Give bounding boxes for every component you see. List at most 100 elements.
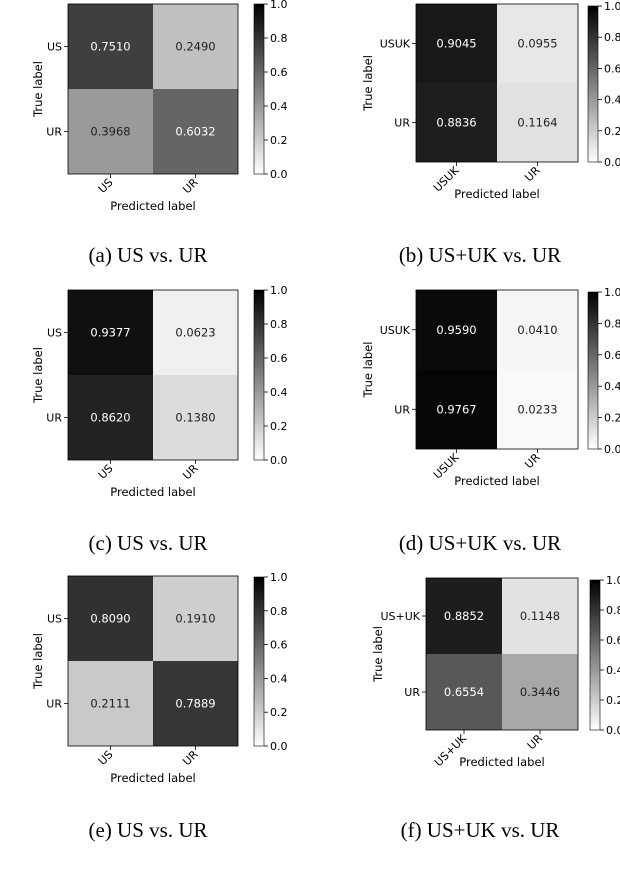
colorbar-tick-label: 1.0: [270, 571, 288, 584]
cell-value-label: 0.1910: [175, 612, 215, 626]
heatmap-cell: [68, 290, 153, 375]
colorbar-tick-label: 0.8: [606, 604, 620, 617]
colorbar-tick-label: 0.8: [270, 605, 288, 618]
cell-value-label: 0.8090: [90, 612, 130, 626]
heatmap-cell: [497, 369, 578, 449]
heatmap-cell: [416, 369, 497, 449]
y-tick-label: USUK: [380, 324, 411, 337]
y-tick-label: UR: [46, 412, 62, 425]
cell-value-label: 0.9590: [436, 323, 476, 337]
heatmap-cell: [426, 578, 502, 654]
cell-value-label: 0.2490: [175, 40, 215, 54]
colorbar-tick-label: 1.0: [270, 284, 288, 297]
cell-value-label: 0.1148: [520, 609, 560, 623]
colorbar-tick-label: 0.0: [606, 724, 620, 737]
cell-value-label: 0.3968: [90, 125, 130, 139]
y-tick-label: UR: [46, 126, 62, 139]
heatmap-cell: [153, 4, 238, 89]
heatmap-cell: [68, 661, 153, 746]
subfigure-caption: (e) US vs. UR: [89, 818, 208, 842]
subfigure-caption: (b) US+UK vs. UR: [399, 243, 561, 267]
colorbar-tick-label: 0.6: [270, 639, 288, 652]
colorbar: [253, 3, 265, 175]
colorbar-tick-label: 1.0: [606, 574, 620, 587]
cell-value-label: 0.8620: [90, 411, 130, 425]
cell-value-label: 0.9767: [436, 402, 476, 416]
cell-value-label: 0.0955: [517, 37, 557, 51]
subfigure-caption: (d) US+UK vs. UR: [399, 531, 561, 555]
heatmap-cell: [497, 4, 578, 83]
heatmap-cell: [153, 576, 238, 661]
colorbar-tick-label: 0.8: [270, 32, 288, 45]
x-tick-label: UR: [522, 451, 543, 472]
x-tick-label: UR: [525, 732, 546, 753]
heatmap-cell: [426, 654, 502, 730]
x-tick-label: UR: [180, 748, 201, 769]
cell-value-label: 0.0623: [175, 326, 215, 340]
heatmap-cell: [68, 4, 153, 89]
colorbar-tick-label: 1.0: [270, 0, 288, 11]
cell-value-label: 0.7889: [175, 697, 215, 711]
colorbar-tick-label: 0.0: [270, 740, 288, 753]
colorbar-tick-label: 0.2: [604, 125, 620, 138]
colorbar-tick-label: 0.2: [270, 420, 288, 433]
x-tick-label: UR: [180, 176, 201, 197]
x-axis-label: Predicted label: [110, 485, 195, 499]
cell-value-label: 0.7510: [90, 40, 130, 54]
heatmap-cell: [153, 89, 238, 174]
confusion-matrix-panel: 0.9377 0.0623 0.8620 0.1380 US UR US UR Predicte…: [31, 284, 288, 555]
heatmap-cell: [416, 290, 497, 370]
matrix-frame: [67, 289, 239, 461]
colorbar-tick-label: 0.0: [270, 168, 288, 181]
colorbar-tick-label: 0.2: [606, 694, 620, 707]
heatmap-cell: [153, 290, 238, 375]
y-axis-label: True label: [361, 55, 375, 112]
y-axis-label: True label: [361, 342, 375, 399]
x-axis-label: Predicted label: [110, 199, 195, 213]
cell-value-label: 0.6032: [175, 125, 215, 139]
y-axis-label: True label: [31, 61, 45, 118]
heatmap-cell: [502, 654, 578, 730]
matrix-frame: [425, 577, 579, 731]
subfigure-caption: (a) US vs. UR: [89, 243, 208, 267]
colorbar-tick-label: 0.6: [270, 352, 288, 365]
colorbar: [253, 576, 265, 747]
y-tick-label: USUK: [380, 38, 411, 51]
cell-value-label: 0.0233: [517, 402, 557, 416]
heatmap-cell: [68, 576, 153, 661]
x-axis-label: Predicted label: [459, 755, 544, 769]
colorbar-tick-label: 0.6: [604, 62, 620, 75]
y-tick-label: US: [47, 41, 62, 54]
confusion-matrix-panel: 0.7510 0.2490 0.3968 0.6032 US UR US UR Predicte…: [31, 0, 288, 267]
y-tick-label: UR: [46, 698, 62, 711]
y-tick-label: US: [47, 613, 62, 626]
colorbar-tick-label: 0.4: [604, 380, 620, 393]
colorbar-tick-label: 0.8: [604, 31, 620, 44]
heatmap-cell: [502, 578, 578, 654]
colorbar-tick-label: 0.2: [604, 412, 620, 425]
heatmap-cell: [416, 4, 497, 83]
cell-value-label: 0.9377: [90, 326, 130, 340]
colorbar-tick-label: 0.4: [606, 664, 620, 677]
colorbar-tick-label: 1.0: [604, 286, 620, 299]
colorbar-tick-label: 0.4: [270, 672, 288, 685]
colorbar-tick-label: 0.6: [604, 349, 620, 362]
colorbar: [587, 291, 599, 450]
cell-value-label: 0.1164: [517, 116, 557, 130]
y-tick-label: UR: [394, 403, 410, 416]
colorbar: [587, 5, 599, 163]
y-tick-label: UR: [394, 117, 410, 130]
heatmap-cell: [497, 290, 578, 370]
y-axis-label: True label: [371, 626, 385, 683]
colorbar-tick-label: 0.4: [604, 94, 620, 107]
colorbar-tick-label: 0.0: [604, 443, 620, 456]
subfigure-caption: (c) US vs. UR: [89, 531, 208, 555]
y-axis-label: True label: [31, 347, 45, 404]
colorbar-tick-label: 0.4: [270, 100, 288, 113]
colorbar-tick-label: 0.6: [606, 634, 620, 647]
heatmap-cell: [497, 83, 578, 162]
colorbar-tick-label: 0.2: [270, 706, 288, 719]
